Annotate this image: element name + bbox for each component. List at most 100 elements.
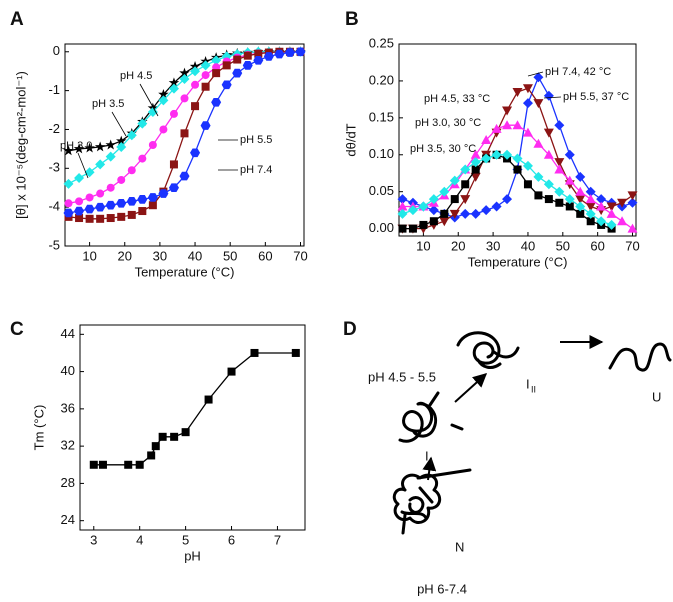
marker: [522, 127, 533, 137]
x-tick-label: 6: [228, 532, 235, 547]
marker: [89, 460, 98, 469]
marker: [253, 55, 264, 65]
marker: [617, 198, 628, 208]
marker: [211, 55, 222, 66]
marker: [554, 186, 565, 197]
marker: [428, 205, 439, 216]
marker: [95, 159, 106, 170]
marker: [105, 139, 116, 150]
protein-i1: [398, 391, 464, 443]
arrow: [422, 456, 437, 481]
protein-i2: [456, 331, 520, 369]
protein-n: [392, 468, 472, 535]
marker: [263, 52, 274, 61]
marker: [63, 208, 74, 218]
annotation-leader: [543, 96, 562, 99]
marker: [168, 83, 179, 94]
marker: [295, 47, 306, 57]
y-tick-label: -2: [48, 121, 60, 136]
marker: [201, 71, 210, 80]
marker: [543, 179, 554, 190]
y-axis-label: [θ] x 10⁻⁵(deg-cm²-mol⁻¹): [13, 71, 28, 219]
marker: [481, 135, 492, 144]
x-tick-label: 70: [293, 248, 307, 263]
marker: [565, 202, 574, 211]
marker: [243, 51, 252, 60]
marker: [158, 432, 167, 441]
marker: [117, 212, 126, 221]
marker: [470, 149, 481, 159]
marker: [94, 141, 106, 152]
marker: [138, 154, 147, 163]
y-tick-label: 0.00: [369, 220, 394, 235]
marker: [63, 145, 74, 156]
marker: [191, 80, 200, 89]
series-annotation: pH 4.5, 33 °C: [424, 93, 490, 105]
node-label: I: [526, 376, 530, 391]
panel-label: B: [345, 9, 359, 30]
marker: [168, 77, 180, 88]
marker: [491, 149, 502, 160]
marker: [181, 428, 190, 437]
marker: [96, 189, 105, 198]
x-tick-label: 40: [521, 238, 535, 253]
marker: [627, 191, 638, 201]
y-axis-label: dθ/dT: [343, 123, 358, 156]
plot-frame: [64, 43, 305, 247]
marker: [169, 160, 178, 169]
y-tick-label: -4: [48, 199, 60, 214]
marker: [606, 202, 617, 212]
annotation-leader: [77, 152, 89, 179]
x-tick-label: 7: [274, 532, 281, 547]
marker: [512, 153, 523, 164]
marker: [397, 201, 408, 211]
marker: [397, 208, 408, 219]
marker: [221, 80, 232, 90]
marker: [596, 201, 607, 211]
x-tick-label: 4: [136, 532, 143, 547]
marker: [147, 193, 158, 202]
marker: [159, 125, 168, 134]
marker: [106, 183, 115, 192]
marker: [158, 95, 169, 106]
marker: [491, 201, 502, 212]
series-line: [93, 352, 296, 466]
marker: [522, 98, 533, 109]
marker: [179, 171, 190, 181]
marker: [461, 180, 470, 189]
marker: [75, 197, 84, 206]
node-subscript: II: [531, 384, 536, 394]
marker: [533, 171, 544, 182]
marker: [95, 202, 106, 212]
marker: [470, 208, 481, 219]
x-tick-label: 30: [153, 248, 167, 263]
marker: [179, 67, 190, 78]
y-tick-label: 0.25: [369, 35, 394, 50]
marker: [575, 171, 586, 182]
marker: [513, 165, 522, 174]
marker: [596, 194, 607, 205]
y-tick-label: -1: [48, 82, 60, 97]
marker: [533, 72, 544, 83]
marker: [449, 209, 460, 219]
marker: [460, 164, 471, 175]
y-tick-label: -5: [48, 237, 60, 252]
marker: [522, 84, 533, 94]
marker: [200, 121, 211, 130]
panel-d: D N I I I II U pH 6-7.4 pH 4.5 - 5.5: [343, 319, 672, 596]
marker: [564, 175, 575, 185]
marker: [407, 205, 418, 216]
series-annotation: pH 5.5: [240, 134, 272, 146]
x-tick-label: 50: [223, 248, 237, 263]
marker: [428, 194, 439, 205]
marker: [471, 165, 480, 174]
marker: [596, 216, 607, 227]
marker: [75, 214, 84, 223]
marker: [73, 143, 85, 154]
marker: [534, 191, 543, 200]
x-tick-label: 5: [182, 532, 189, 547]
marker: [544, 195, 553, 204]
x-tick-label: 20: [118, 248, 132, 263]
marker: [254, 49, 263, 58]
